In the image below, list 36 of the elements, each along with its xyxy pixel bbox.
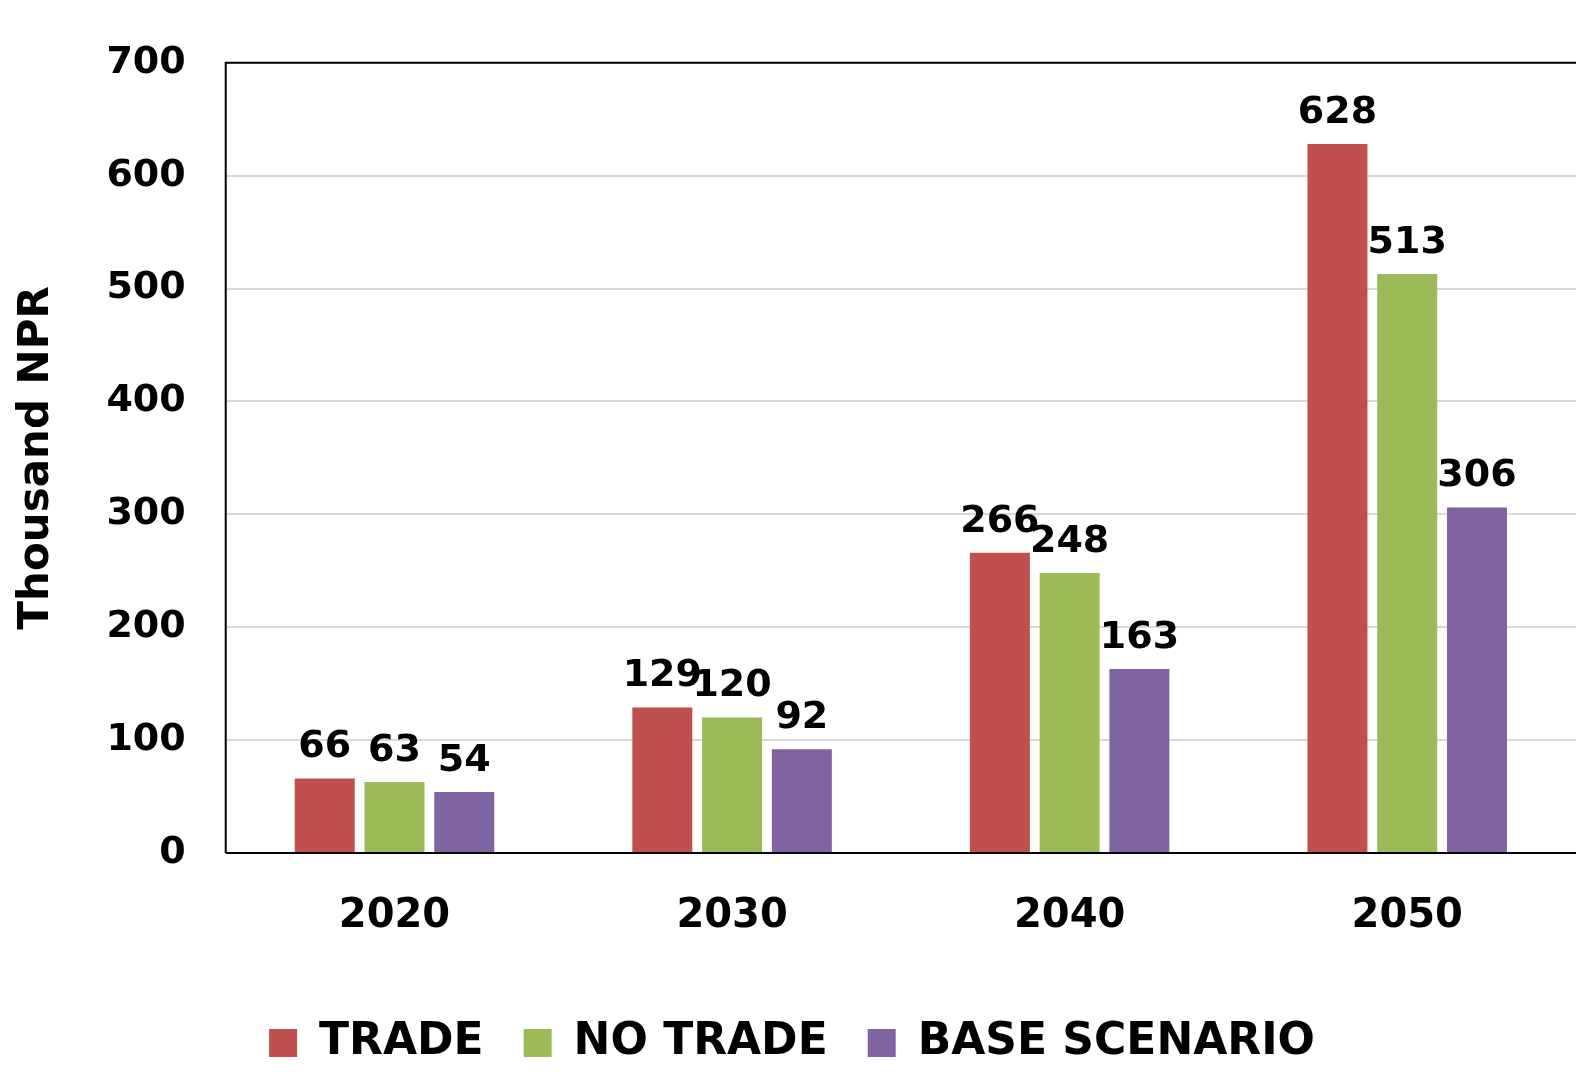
y-tick-label: 100 — [106, 714, 186, 759]
bar — [702, 717, 763, 852]
data-label: 163 — [1099, 612, 1180, 657]
bar — [434, 792, 495, 852]
y-tick-label: 300 — [106, 489, 186, 534]
bar — [294, 778, 355, 852]
legend-label: TRADE — [319, 1013, 484, 1065]
data-label: 66 — [298, 722, 352, 767]
bar — [771, 749, 832, 852]
x-tick-label: 2040 — [1013, 890, 1126, 937]
x-tick-label: 2050 — [1351, 890, 1463, 937]
x-tick-label: 2030 — [676, 890, 788, 937]
bar — [1377, 273, 1438, 852]
data-label: 92 — [775, 693, 829, 738]
bar — [969, 552, 1030, 852]
bar — [1039, 573, 1100, 852]
y-axis-title: Thousand NPR — [9, 286, 59, 630]
x-tick-label: 2020 — [338, 890, 451, 937]
data-label: 54 — [437, 735, 491, 780]
y-tick-label: 700 — [106, 37, 186, 82]
legend-label: NO TRADE — [573, 1013, 828, 1065]
data-label: 513 — [1367, 217, 1447, 262]
y-tick-label: 0 — [159, 827, 186, 872]
data-label: 63 — [368, 725, 421, 770]
data-label: 306 — [1437, 451, 1517, 496]
bar — [632, 707, 693, 852]
bar — [1109, 669, 1170, 852]
bar — [1307, 144, 1368, 852]
data-label: 628 — [1297, 87, 1378, 132]
y-tick-label: 200 — [106, 602, 186, 647]
bar — [364, 781, 425, 852]
legend-label: BASE SCENARIO — [917, 1013, 1315, 1065]
y-tick-label: 400 — [106, 376, 186, 421]
bar — [1446, 507, 1507, 852]
y-tick-label: 600 — [106, 150, 186, 195]
y-tick-label: 500 — [106, 263, 186, 308]
